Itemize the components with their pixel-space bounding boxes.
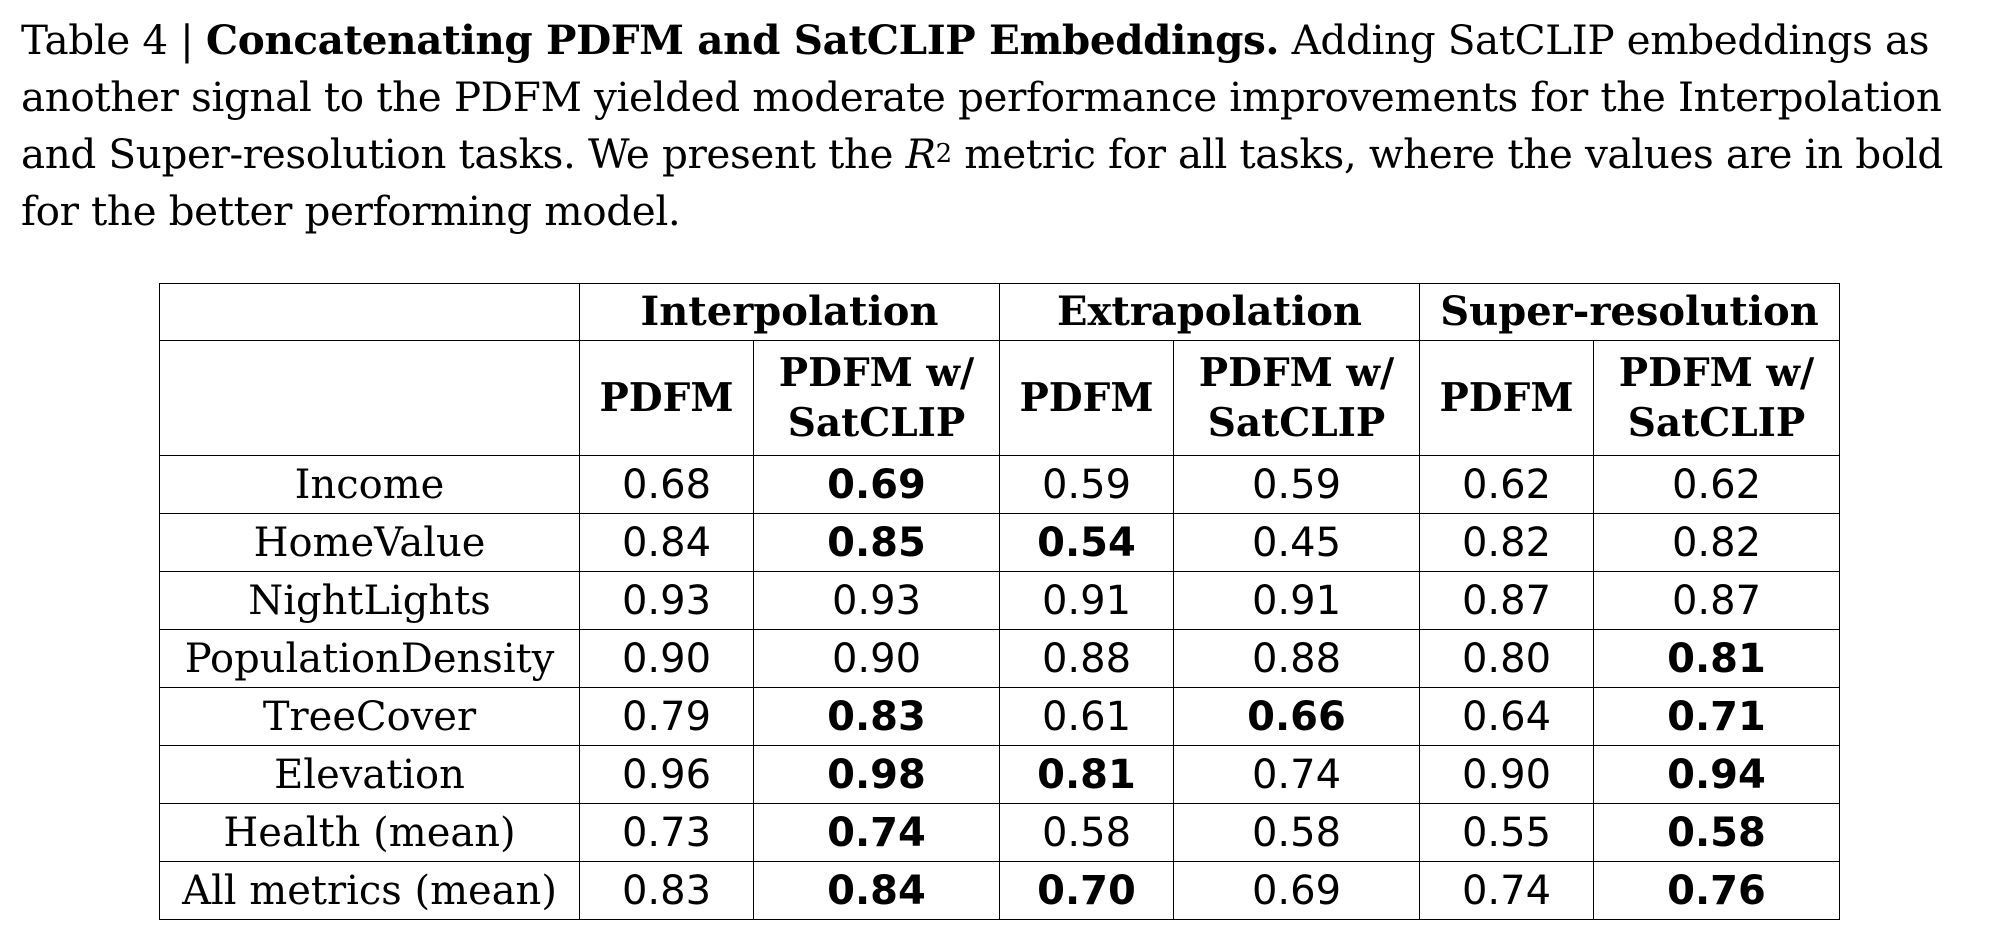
value-cell: 0.76 [1593,861,1840,920]
sub-header-pdfm-satclip: PDFM w/SatCLIP [1593,340,1840,456]
sub-header-line1: PDFM w/ [1198,350,1395,396]
value-cell: 0.98 [753,745,1000,804]
sub-header-line1: PDFM w/ [1618,350,1815,396]
value-cell: 0.79 [579,687,754,746]
value-cell: 0.64 [1419,687,1594,746]
value-cell: 0.90 [753,629,1000,688]
value-cell: 0.61 [999,687,1174,746]
corner-cell [159,283,580,341]
sub-header-pdfm-satclip: PDFM w/SatCLIP [753,340,1000,456]
sub-header-empty [159,340,580,456]
value-cell: 0.54 [999,513,1174,572]
sub-header-line1: PDFM w/ [778,350,975,396]
value-cell: 0.88 [999,629,1174,688]
table-row: TreeCover 0.79 0.83 0.61 0.66 0.64 0.71 [159,687,1840,746]
value-cell: 0.73 [579,803,754,862]
row-label: HomeValue [159,513,580,572]
value-cell: 0.58 [1173,803,1420,862]
caption-text-b: metric for all tasks, where the values a… [21,130,1943,235]
sub-header-pdfm: PDFM [999,340,1174,456]
value-cell: 0.68 [579,455,754,514]
value-cell: 0.69 [1173,861,1420,920]
value-cell: 0.96 [579,745,754,804]
value-cell: 0.74 [1419,861,1594,920]
value-cell: 0.81 [1593,629,1840,688]
table-row: All metrics (mean) 0.83 0.84 0.70 0.69 0.74 0.… [159,861,1840,920]
table-row: Health (mean) 0.73 0.74 0.58 0.58 0.55 0.58 [159,803,1840,862]
sub-header-line2: SatCLIP [787,400,966,446]
table-row: PopulationDensity 0.90 0.90 0.88 0.88 0.80 0.8… [159,629,1840,688]
value-cell: 0.69 [753,455,1000,514]
sub-header-pdfm-satclip: PDFM w/SatCLIP [1173,340,1420,456]
row-label: Health (mean) [159,803,580,862]
value-cell: 0.66 [1173,687,1420,746]
value-cell: 0.84 [753,861,1000,920]
value-cell: 0.82 [1419,513,1594,572]
value-cell: 0.94 [1593,745,1840,804]
row-label: TreeCover [159,687,580,746]
value-cell: 0.80 [1419,629,1594,688]
sub-header-row: PDFM PDFM w/SatCLIP PDFM PDFM w/SatCLIP … [159,340,1840,456]
row-label: Elevation [159,745,580,804]
table-row: Elevation 0.96 0.98 0.81 0.74 0.90 0.94 [159,745,1840,804]
value-cell: 0.71 [1593,687,1840,746]
row-label: Income [159,455,580,514]
value-cell: 0.74 [1173,745,1420,804]
value-cell: 0.90 [579,629,754,688]
value-cell: 0.62 [1593,455,1840,514]
caption-prefix: Table 4 | [21,16,206,64]
value-cell: 0.62 [1419,455,1594,514]
value-cell: 0.59 [999,455,1174,514]
value-cell: 0.55 [1419,803,1594,862]
value-cell: 0.93 [579,571,754,630]
value-cell: 0.91 [999,571,1174,630]
group-header-extrapolation: Extrapolation [999,283,1420,341]
sub-header-line2: SatCLIP [1627,400,1806,446]
table-caption: Table 4 | Concatenating PDFM and SatCLIP… [21,12,1981,240]
table-row: Income 0.68 0.69 0.59 0.59 0.62 0.62 [159,455,1840,514]
value-cell: 0.74 [753,803,1000,862]
value-cell: 0.88 [1173,629,1420,688]
sub-header-pdfm: PDFM [579,340,754,456]
table-row: HomeValue 0.84 0.85 0.54 0.45 0.82 0.82 [159,513,1840,572]
value-cell: 0.70 [999,861,1174,920]
value-cell: 0.58 [1593,803,1840,862]
value-cell: 0.58 [999,803,1174,862]
group-header-interpolation: Interpolation [579,283,1000,341]
value-cell: 0.85 [753,513,1000,572]
value-cell: 0.83 [579,861,754,920]
table-body: Income 0.68 0.69 0.59 0.59 0.62 0.62 HomeValue 0… [159,455,1840,920]
metric-superscript: 2 [935,139,953,169]
value-cell: 0.87 [1593,571,1840,630]
value-cell: 0.91 [1173,571,1420,630]
value-cell: 0.59 [1173,455,1420,514]
row-label: NightLights [159,571,580,630]
value-cell: 0.45 [1173,513,1420,572]
metric-symbol: R [905,130,936,178]
value-cell: 0.84 [579,513,754,572]
group-header-row: Interpolation Extrapolation Super-resolu… [159,283,1840,341]
table-row: NightLights 0.93 0.93 0.91 0.91 0.87 0.87 [159,571,1840,630]
results-table: Interpolation Extrapolation Super-resolu… [159,283,1840,920]
caption-text-a: Adding SatCLIP embeddings as another sig… [21,16,1942,178]
value-cell: 0.93 [753,571,1000,630]
caption-title: Concatenating PDFM and SatCLIP Embedding… [205,16,1280,64]
group-header-super-resolution: Super-resolution [1419,283,1840,341]
value-cell: 0.82 [1593,513,1840,572]
row-label: PopulationDensity [159,629,580,688]
sub-header-line2: SatCLIP [1207,400,1386,446]
value-cell: 0.83 [753,687,1000,746]
sub-header-pdfm: PDFM [1419,340,1594,456]
value-cell: 0.90 [1419,745,1594,804]
value-cell: 0.87 [1419,571,1594,630]
row-label: All metrics (mean) [159,861,580,920]
value-cell: 0.81 [999,745,1174,804]
